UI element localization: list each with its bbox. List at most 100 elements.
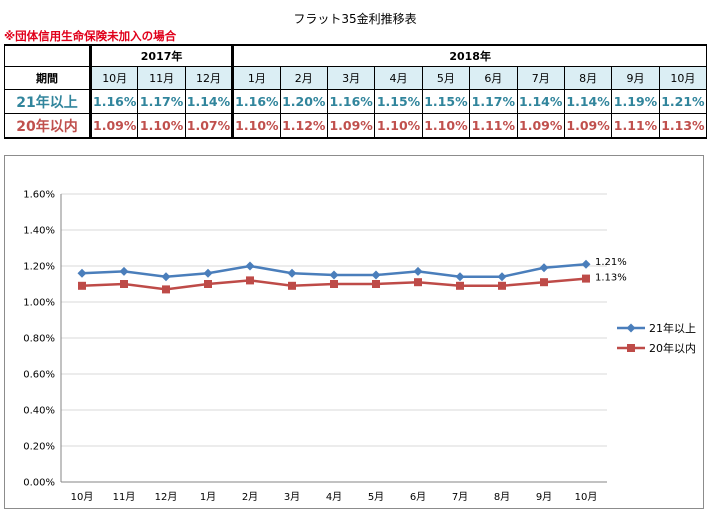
data-point bbox=[204, 280, 212, 288]
rate-cell: 1.16% bbox=[326, 89, 376, 114]
x-tick-label: 12月 bbox=[155, 491, 178, 503]
data-point bbox=[371, 270, 381, 280]
y-tick-label: 0.20% bbox=[23, 442, 55, 453]
chart-frame: 0.00% 0.20% 0.40% 0.60% 0.80% 1.00% 1.20% 1.40%… bbox=[4, 155, 704, 509]
rate-cell: 1.16% bbox=[89, 89, 139, 114]
rate-cell: 1.14% bbox=[563, 89, 613, 114]
rate-cell: 1.10% bbox=[232, 113, 281, 139]
x-tick-label: 7月 bbox=[452, 491, 468, 503]
data-point bbox=[414, 278, 422, 287]
month-header-cell: 3月 bbox=[326, 66, 376, 90]
y-tick-label: 0.60% bbox=[23, 370, 55, 381]
data-point bbox=[413, 266, 423, 276]
x-axis-ticks: 10月 11月 12月 1月 2月 3月 4月 5月 6月 7月 8月 9月 10月 bbox=[71, 491, 598, 503]
period-label: 期間 bbox=[4, 66, 92, 90]
row-label-20: 20年以内 bbox=[4, 113, 92, 139]
data-label: 1.13% bbox=[595, 273, 627, 284]
condition-note: ※団体信用生命保険未加入の場合 bbox=[4, 29, 177, 43]
year-header-row: 2017年 2018年 bbox=[4, 44, 708, 67]
rate-table: 2017年 2018年 期間 10月 11月 12月 1月 2月 3月 4月 5月 6月 7月 8月… bbox=[4, 44, 708, 139]
end-labels: 1.21% 1.13% bbox=[595, 257, 627, 283]
month-header-cell: 5月 bbox=[421, 66, 471, 90]
rate-row-21: 21年以上 1.16% 1.17% 1.14% 1.16% 1.20% 1.16% 1.15… bbox=[4, 89, 708, 114]
y-tick-label: 1.00% bbox=[23, 298, 55, 309]
month-header-cell: 10月 bbox=[89, 66, 139, 90]
data-point bbox=[288, 281, 296, 290]
y-tick-label: 1.20% bbox=[23, 262, 55, 273]
rate-cell: 1.14% bbox=[516, 89, 565, 114]
rate-cell: 1.17% bbox=[469, 89, 518, 114]
x-tick-label: 9月 bbox=[536, 491, 552, 503]
data-point bbox=[455, 272, 465, 282]
month-header-cell: 12月 bbox=[184, 66, 235, 90]
legend-marker bbox=[626, 323, 636, 333]
x-tick-label: 11月 bbox=[113, 491, 136, 503]
legend-marker bbox=[627, 344, 635, 352]
rate-cell: 1.16% bbox=[232, 89, 281, 114]
rate-cell: 1.10% bbox=[137, 113, 186, 139]
x-tick-label: 4月 bbox=[326, 491, 342, 503]
data-point bbox=[540, 278, 548, 287]
data-point bbox=[329, 270, 339, 280]
rate-cell: 1.14% bbox=[184, 89, 235, 114]
rate-cell: 1.21% bbox=[658, 89, 708, 114]
x-tick-label: 2月 bbox=[242, 491, 258, 503]
rate-cell: 1.20% bbox=[279, 89, 328, 114]
rate-cell: 1.09% bbox=[516, 113, 565, 139]
row-label-21: 21年以上 bbox=[4, 89, 92, 114]
data-point bbox=[372, 280, 380, 288]
table-title: フラット35金利推移表 bbox=[293, 12, 417, 26]
month-header-row: 期間 10月 11月 12月 1月 2月 3月 4月 5月 6月 7月 8月 9月 10月 bbox=[4, 66, 708, 90]
y-axis-ticks: 0.00% 0.20% 0.40% 0.60% 0.80% 1.00% 1.20% 1.40%… bbox=[23, 190, 55, 489]
year-header-2018: 2018年 bbox=[232, 44, 708, 67]
data-point bbox=[203, 268, 213, 278]
rate-cell: 1.09% bbox=[89, 113, 139, 139]
year-header-2017: 2017年 bbox=[89, 44, 235, 67]
x-tick-label: 3月 bbox=[284, 491, 300, 503]
data-point bbox=[245, 261, 255, 271]
data-label: 1.21% bbox=[595, 257, 627, 268]
rate-cell: 1.10% bbox=[374, 113, 423, 139]
y-tick-label: 0.80% bbox=[23, 334, 55, 345]
month-header-cell: 7月 bbox=[516, 66, 565, 90]
data-point bbox=[456, 281, 464, 290]
chart-legend: 21年以上 20年以内 bbox=[617, 321, 696, 355]
data-point bbox=[161, 272, 171, 282]
data-point bbox=[78, 281, 86, 290]
x-tick-label: 10月 bbox=[71, 491, 94, 503]
data-point bbox=[582, 274, 590, 283]
data-point bbox=[162, 285, 170, 294]
rate-cell: 1.15% bbox=[421, 89, 471, 114]
data-point bbox=[498, 281, 506, 290]
year-header-blank bbox=[4, 44, 92, 67]
x-tick-label: 1月 bbox=[200, 491, 216, 503]
month-header-cell: 10月 bbox=[658, 66, 708, 90]
month-header-cell: 1月 bbox=[232, 66, 281, 90]
rate-row-20: 20年以内 1.09% 1.10% 1.07% 1.10% 1.12% 1.09% 1.10… bbox=[4, 113, 708, 139]
month-header-cell: 6月 bbox=[469, 66, 518, 90]
rate-cell: 1.10% bbox=[421, 113, 471, 139]
rate-line-chart: 0.00% 0.20% 0.40% 0.60% 0.80% 1.00% 1.20% 1.40%… bbox=[23, 190, 696, 504]
month-header-cell: 11月 bbox=[137, 66, 186, 90]
month-header-cell: 4月 bbox=[374, 66, 423, 90]
y-tick-label: 0.00% bbox=[23, 478, 55, 489]
x-tick-label: 8月 bbox=[494, 491, 510, 503]
data-point bbox=[287, 268, 297, 278]
legend-entry: 21年以上 bbox=[649, 321, 696, 335]
rate-cell: 1.17% bbox=[137, 89, 186, 114]
rate-cell: 1.09% bbox=[563, 113, 613, 139]
x-tick-label: 6月 bbox=[410, 491, 426, 503]
rate-cell: 1.09% bbox=[326, 113, 376, 139]
data-point bbox=[497, 272, 507, 282]
data-point bbox=[120, 280, 128, 288]
y-tick-label: 0.40% bbox=[23, 406, 55, 417]
rate-cell: 1.12% bbox=[279, 113, 328, 139]
chart-grid bbox=[60, 193, 607, 483]
data-point bbox=[119, 266, 129, 276]
legend-entry: 20年以内 bbox=[649, 341, 696, 355]
data-point bbox=[539, 263, 549, 273]
month-header-cell: 9月 bbox=[611, 66, 660, 90]
series-markers bbox=[77, 259, 591, 294]
x-tick-label: 10月 bbox=[575, 491, 598, 503]
rate-cell: 1.11% bbox=[469, 113, 518, 139]
